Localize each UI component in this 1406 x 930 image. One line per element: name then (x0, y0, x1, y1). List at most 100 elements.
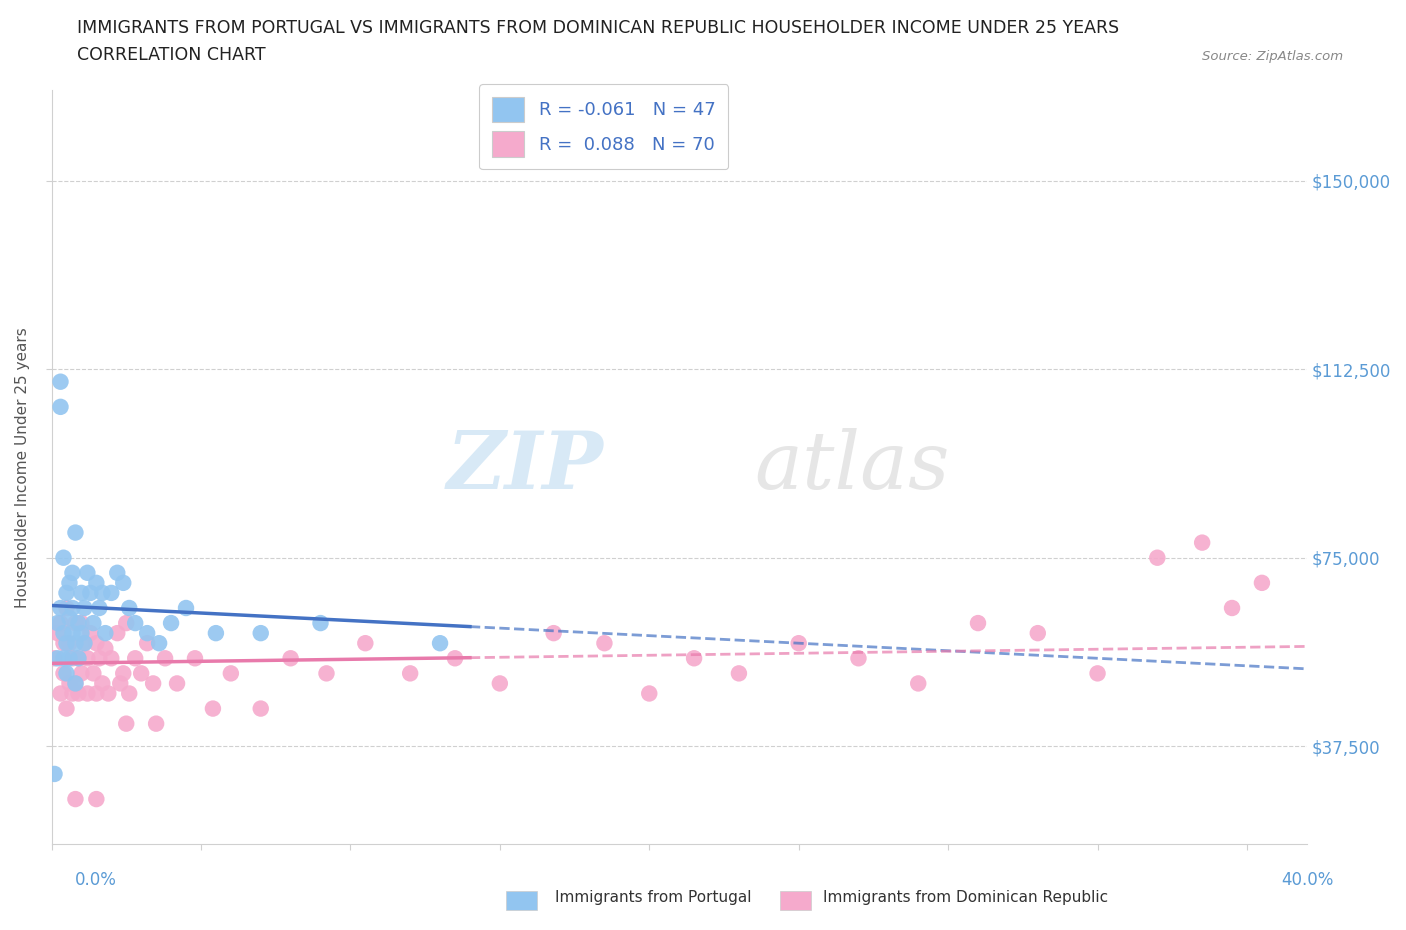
Point (79, 626, 101, 641)
Point (70, 626, 93, 641)
Point (142, 676, 165, 691)
Point (58, 636, 80, 651)
Text: IMMIGRANTS FROM PORTUGAL VS IMMIGRANTS FROM DOMINICAN REPUBLIC HOUSEHOLDER INCOM: IMMIGRANTS FROM PORTUGAL VS IMMIGRANTS F… (77, 19, 1119, 36)
Point (52, 651, 75, 666)
Point (249, 701, 271, 716)
Point (145, 716, 167, 731)
Point (49, 601, 72, 616)
Point (1087, 666, 1109, 681)
Text: Immigrants from Dominican Republic: Immigrants from Dominican Republic (823, 890, 1108, 905)
Point (49, 374, 72, 389)
Point (907, 676, 929, 691)
Point (201, 701, 224, 716)
Point (249, 626, 271, 641)
Text: atlas: atlas (755, 429, 950, 506)
Point (62, 686, 84, 701)
Point (58, 611, 80, 626)
Point (136, 636, 159, 651)
Point (73, 636, 96, 651)
Point (86, 636, 108, 651)
Point (65, 616, 87, 631)
Point (65, 525, 87, 540)
Point (399, 666, 422, 681)
Point (110, 676, 132, 691)
Point (49, 686, 72, 701)
Point (73, 636, 96, 651)
Point (309, 616, 332, 631)
Point (67, 686, 90, 701)
Point (67, 651, 90, 666)
Point (105, 626, 128, 641)
Point (62, 626, 84, 641)
Point (184, 651, 207, 666)
Point (280, 651, 302, 666)
Point (65, 676, 87, 691)
Text: ZIP: ZIP (447, 429, 603, 506)
Point (354, 636, 377, 651)
Point (115, 716, 138, 731)
Point (65, 676, 87, 691)
Point (129, 666, 152, 681)
Point (82, 666, 104, 681)
Point (86, 576, 108, 591)
Point (49, 616, 72, 631)
Point (115, 616, 138, 631)
Point (219, 666, 242, 681)
Point (65, 791, 87, 806)
Point (89, 601, 111, 616)
Point (67, 616, 90, 631)
Point (444, 651, 467, 666)
Point (55, 636, 77, 651)
Point (52, 636, 75, 651)
Point (787, 636, 810, 651)
Point (124, 616, 146, 631)
Point (488, 676, 510, 691)
Point (1220, 601, 1243, 616)
Point (118, 686, 141, 701)
Point (153, 651, 176, 666)
Point (76, 651, 98, 666)
Point (70, 666, 93, 681)
Point (86, 686, 108, 701)
Text: CORRELATION CHART: CORRELATION CHART (77, 46, 266, 64)
Point (55, 666, 77, 681)
Point (46, 616, 69, 631)
Point (174, 601, 197, 616)
Point (124, 651, 146, 666)
Point (112, 576, 135, 591)
Point (73, 601, 96, 616)
Point (1146, 551, 1168, 565)
Point (100, 651, 122, 666)
Point (315, 666, 337, 681)
Point (848, 651, 870, 666)
Point (429, 636, 451, 651)
Point (683, 651, 706, 666)
Point (58, 676, 80, 691)
Point (44, 651, 66, 666)
Point (97, 686, 120, 701)
Point (62, 565, 84, 580)
Point (76, 686, 98, 701)
Point (1191, 535, 1213, 550)
Point (62, 601, 84, 616)
Point (1026, 626, 1049, 641)
Point (49, 399, 72, 414)
Point (55, 701, 77, 716)
Text: 40.0%: 40.0% (1281, 871, 1334, 889)
Point (89, 651, 111, 666)
Point (136, 626, 159, 641)
Point (70, 586, 93, 601)
Point (65, 636, 87, 651)
Point (166, 676, 188, 691)
Point (91, 676, 114, 691)
Y-axis label: Householder Income Under 25 years: Householder Income Under 25 years (15, 326, 30, 607)
Point (112, 666, 135, 681)
Point (79, 586, 101, 601)
Point (105, 565, 128, 580)
Text: Immigrants from Portugal: Immigrants from Portugal (555, 890, 752, 905)
Point (160, 616, 183, 631)
Point (86, 791, 108, 806)
Point (205, 626, 228, 641)
Point (91, 586, 114, 601)
Point (94, 626, 117, 641)
